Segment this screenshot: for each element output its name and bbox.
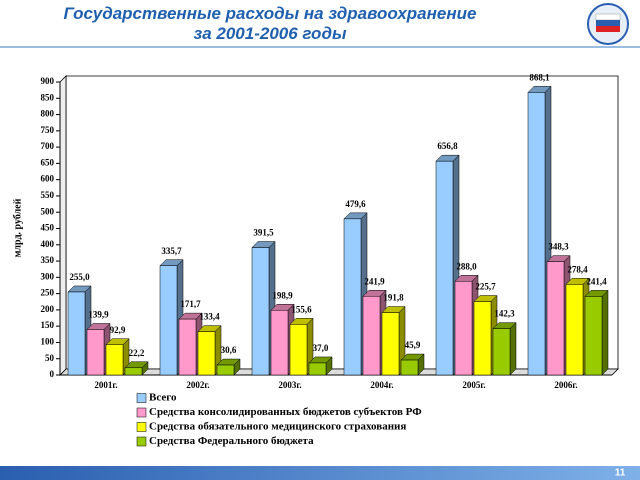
bar (435, 160, 454, 376)
value-label: 171,7 (180, 299, 201, 309)
legend-swatch (136, 422, 147, 432)
value-label: 288,0 (456, 261, 477, 271)
y-tick-label: 850 (41, 92, 55, 102)
x-tick-label: 2003г. (278, 380, 301, 390)
value-label: 37,0 (313, 343, 329, 353)
bar (251, 247, 270, 376)
footer-band (0, 466, 640, 480)
bar (105, 344, 124, 376)
value-label: 155,6 (291, 304, 312, 314)
y-tick-label: 150 (41, 320, 55, 330)
y-tick-label: 450 (41, 223, 55, 233)
bar (527, 92, 546, 376)
bar (546, 261, 565, 376)
y-tick-label: 750 (41, 125, 55, 135)
y-tick-label: 50 (45, 353, 55, 363)
bar (124, 367, 143, 376)
value-label: 22,2 (129, 348, 145, 358)
bar (67, 291, 86, 376)
value-label: 191,8 (383, 293, 404, 303)
y-tick-label: 900 (41, 76, 55, 86)
legend-label: Средства Федерального бюджета (149, 435, 314, 447)
value-label: 335,7 (161, 246, 182, 256)
value-label: 45,9 (405, 340, 421, 350)
bar (400, 359, 419, 376)
value-label: 225,7 (475, 282, 496, 292)
x-tick-label: 2004г. (370, 380, 393, 390)
bar (454, 280, 473, 376)
bar (565, 284, 584, 376)
value-label: 868,1 (529, 72, 550, 82)
bar-side (509, 322, 517, 376)
bar (492, 328, 511, 376)
legend-swatch (136, 407, 147, 418)
header-line (0, 46, 640, 48)
value-label: 133,4 (199, 312, 220, 322)
y-tick-label: 0 (50, 369, 55, 379)
logo (587, 3, 629, 45)
value-label: 92,9 (110, 325, 126, 335)
value-label: 241,9 (364, 276, 385, 286)
y-tick-label: 300 (41, 271, 55, 281)
legend-swatch (136, 436, 147, 447)
legend-label: Средства обязательного медицинского стра… (149, 421, 406, 433)
y-tick-label: 700 (41, 141, 55, 151)
value-label: 278,4 (567, 264, 588, 274)
value-label: 198,9 (272, 290, 293, 300)
value-label: 348,3 (548, 242, 569, 252)
y-tick-label: 350 (41, 255, 55, 265)
y-tick-label: 550 (41, 190, 55, 200)
y-tick-label: 100 (41, 337, 55, 347)
bar (473, 301, 492, 376)
legend-label: Средства консолидированных бюджетов субъ… (149, 406, 422, 418)
y-tick-label: 500 (41, 206, 55, 216)
slide-title: Государственные расходы на здравоохранен… (63, 4, 477, 43)
bar (216, 364, 235, 376)
value-label: 30,6 (221, 345, 237, 355)
y-tick-label: 800 (41, 109, 55, 119)
x-tick-label: 2002г. (186, 380, 209, 390)
value-label: 142,3 (494, 309, 515, 319)
side-wall (59, 75, 67, 376)
bar (86, 329, 105, 376)
page-number: 11 (615, 468, 626, 479)
y-tick-label: 600 (41, 174, 55, 184)
value-label: 479,6 (345, 199, 366, 209)
bar (343, 218, 362, 376)
bar (308, 362, 327, 376)
y-axis-label: млрд. рублей (12, 198, 23, 257)
bar (584, 296, 603, 376)
bar (289, 324, 308, 376)
value-label: 139,9 (88, 310, 109, 320)
bar-side (601, 289, 609, 376)
bar (362, 295, 381, 376)
legend-label: Всего (149, 392, 177, 404)
y-tick-label: 650 (41, 157, 55, 167)
value-label: 255,0 (69, 272, 90, 282)
bar (159, 265, 178, 376)
legend-swatch (136, 393, 147, 403)
bar (178, 318, 197, 376)
x-tick-label: 2001г. (94, 380, 117, 390)
bar (197, 331, 216, 376)
y-tick-label: 200 (41, 304, 55, 314)
y-tick-label: 400 (41, 239, 55, 249)
value-label: 656,8 (437, 141, 458, 151)
y-tick-label: 250 (41, 288, 55, 298)
x-tick-label: 2005г. (462, 380, 485, 390)
x-tick-label: 2006г. (554, 380, 577, 390)
bar (381, 312, 400, 376)
value-label: 391,5 (253, 228, 274, 238)
value-label: 241,4 (586, 276, 607, 286)
bar (270, 309, 289, 376)
